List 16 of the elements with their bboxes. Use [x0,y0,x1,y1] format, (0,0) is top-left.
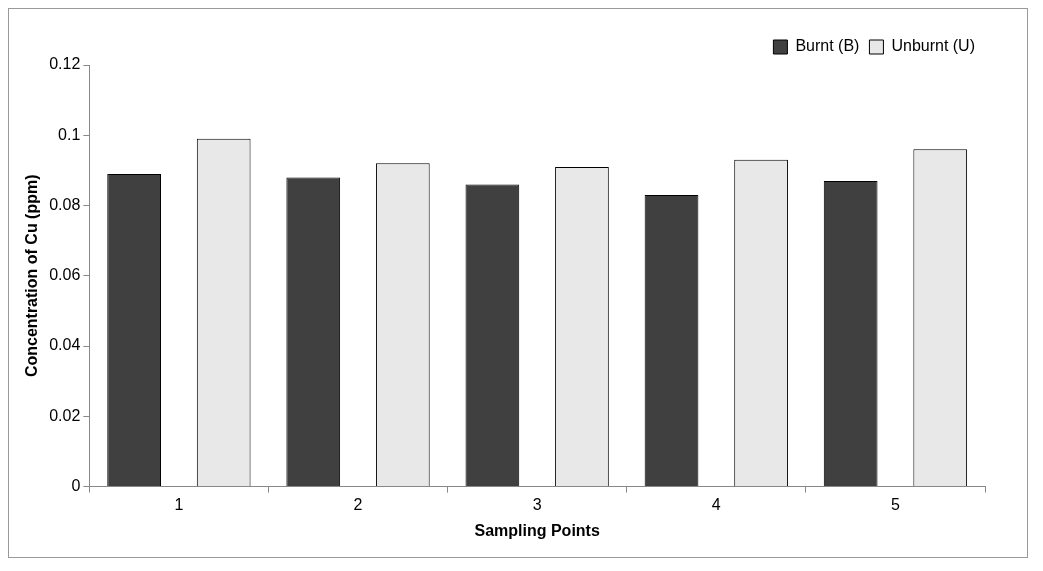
y-tick-label: 0.12 [49,55,81,73]
x-tick-label: 5 [890,495,900,513]
x-tick-label: 2 [353,495,363,513]
y-tick-label: 0.1 [58,125,81,143]
x-tick-label: 1 [174,495,184,513]
y-tick-label: 0 [71,477,81,495]
x-tick-label: 4 [711,495,721,513]
x-tick-label: 3 [532,495,542,513]
y-tick-label: 0.06 [49,266,81,284]
x-axis-title: Sampling Points [474,521,600,539]
legend-label: Unburnt (U) [891,37,975,55]
y-axis-title: Concentration of Cu (ppm) [23,174,41,378]
legend-label: Burnt (B) [795,37,860,55]
y-tick-label: 0.02 [49,406,81,424]
y-tick-label: 0.04 [49,336,81,354]
y-tick-label: 0.08 [49,195,81,213]
